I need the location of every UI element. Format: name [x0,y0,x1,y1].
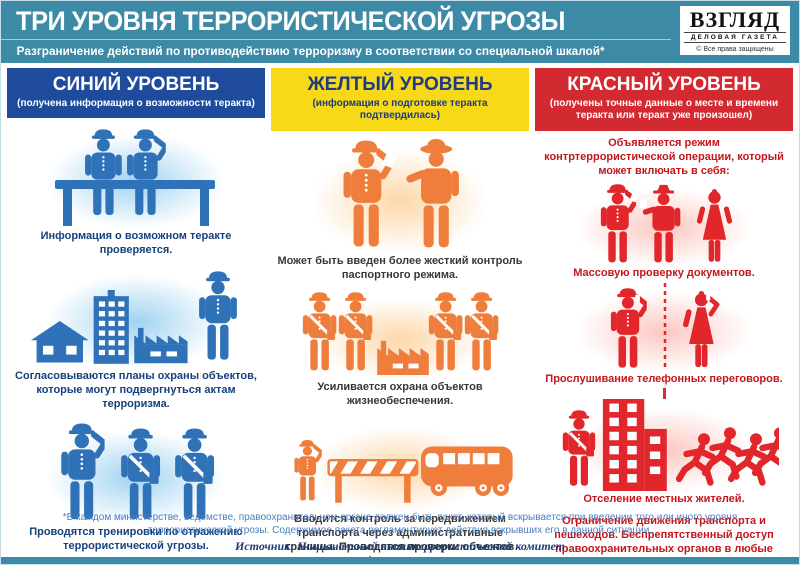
yellow-level-title: ЖЕЛТЫЙ УРОВЕНЬ [307,74,493,95]
footer: *В каждом министерстве, ведомстве, право… [1,511,799,554]
red-level-subtitle: (получены точные данные о месте и времен… [549,97,779,122]
barrier-and-bus-pictogram [293,438,513,511]
page-title: ТРИ УРОВНЯ ТЕРРОРИСТИЧЕСКОЙ УГРОЗЫ [16,6,566,36]
source-text: Источник: Национальный антитеррористичес… [234,539,566,553]
red-item-2-figure [535,277,793,376]
yellow-item-2-caption: Усиливается охрана объектов жизнеобеспеч… [317,380,483,407]
blue-item-1-caption: Информация о возможном теракте проверяет… [40,230,232,257]
blue-item-3-caption: Проводятся тренировки по отражению терро… [29,526,243,553]
page-subtitle: Разграничение действий по противодействи… [16,44,605,58]
column-red-level: КРАСНЫЙ УРОВЕНЬ (получены точные данные … [532,63,796,564]
logo-copyright: © Все права защищены [696,46,774,53]
blue-level-header: СИНИЙ УРОВЕНЬ (получена информация о воз… [7,68,265,119]
red-level-header: КРАСНЫЙ УРОВЕНЬ (получены точные данные … [535,68,793,131]
passport-check-pictogram [285,138,459,253]
red-item-3-figure [535,393,793,496]
document-check-pictogram [549,181,733,265]
yellow-item-1-caption: Может быть введен более жесткий контроль… [277,254,523,281]
red-item-3-caption: Отселение местных жителей. [583,492,745,505]
blue-item-2-figure [7,259,265,374]
header-divider [1,39,671,40]
red-level-title: КРАСНЫЙ УРОВЕНЬ [567,74,761,95]
red-dashed-connector [662,387,666,399]
yellow-item-3-figure [271,411,529,516]
yellow-item-2-figure [271,283,529,384]
blue-level-subtitle: (получена информация о возможности терак… [17,97,255,109]
logo-name: ВЗГЛЯД [689,7,781,32]
levels-columns: СИНИЙ УРОВЕНЬ (получена информация о воз… [1,63,799,564]
blue-level-title: СИНИЙ УРОВЕНЬ [52,74,220,95]
bottom-teal-bar [1,557,799,564]
red-item-1-figure [535,175,793,270]
wiretapping-pictogram [549,282,779,371]
blue-item-3-figure [7,415,265,530]
yellow-level-subtitle: (информация о подготовке теракта подтвер… [312,97,488,122]
policeman-and-objects-pictogram [31,271,237,365]
yellow-level-header: ЖЕЛТЫЙ УРОВЕНЬ (информация о подготовке … [271,68,529,131]
blue-item-1-figure [7,119,265,234]
vzglyad-logo: ВЗГЛЯД ДЕЛОВАЯ ГАЗЕТА © Все права защище… [680,6,790,55]
policemen-at-desk-pictogram [55,124,215,227]
header-band: ТРИ УРОВНЯ ТЕРРОРИСТИЧЕСКОЙ УГРОЗЫ Разгр… [1,1,799,63]
red-item-1-caption: Массовую проверку документов. [573,266,755,279]
guards-and-factory-pictogram [285,289,515,375]
red-intro-text: Объявляется режим контртеррористической … [544,136,784,177]
logo-tagline: ДЕЛОВАЯ ГАЗЕТА [684,32,786,43]
blue-item-2-caption: Согласовываются планы охраны объектов, к… [15,370,257,411]
evacuation-pictogram [549,398,779,491]
footnote-text: *В каждом министерстве, ведомстве, право… [62,511,738,536]
column-yellow-level: ЖЕЛТЫЙ УРОВЕНЬ (информация о подготовке … [268,63,532,564]
yellow-item-1-figure [271,131,529,258]
three-policemen-pictogram [21,420,251,524]
red-item-2-caption: Прослушивание телефонных переговоров. [545,372,783,385]
column-blue-level: СИНИЙ УРОВЕНЬ (получена информация о воз… [4,63,268,554]
